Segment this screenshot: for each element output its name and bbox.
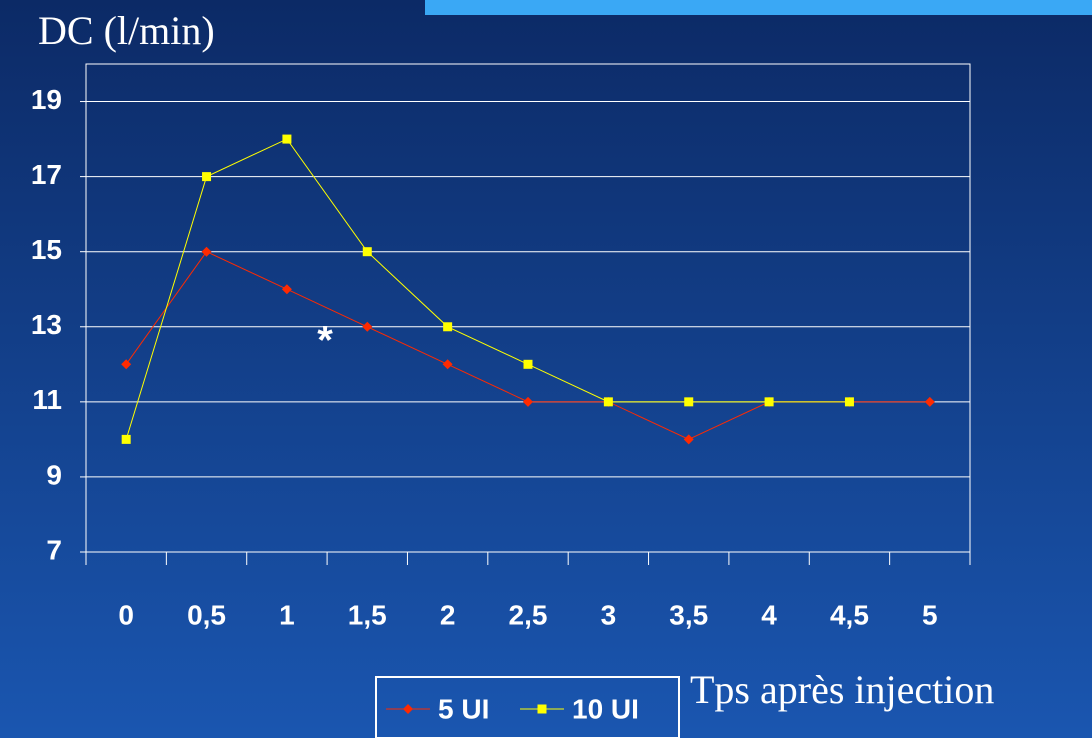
- data-point: [121, 434, 131, 444]
- y-tick-label: 15: [31, 234, 62, 265]
- x-tick-label: 5: [922, 599, 938, 630]
- series-line: [125, 138, 850, 440]
- x-tick-label: 4: [761, 599, 777, 630]
- data-point: [202, 172, 212, 182]
- x-tick-label: 2: [440, 599, 456, 630]
- x-tick-label: 3: [601, 599, 617, 630]
- data-point: [523, 396, 533, 407]
- legend-marker: [403, 704, 413, 714]
- y-tick-label: 17: [31, 159, 62, 190]
- annotation: *: [317, 319, 333, 363]
- header-bar: [425, 0, 1092, 15]
- data-point: [442, 359, 453, 370]
- x-tick-label: 3,5: [669, 599, 708, 630]
- x-tick-label: 4,5: [830, 599, 869, 630]
- y-tick-label: 19: [31, 84, 62, 115]
- y-tick-label: 7: [46, 534, 62, 565]
- legend-box: [375, 676, 680, 738]
- x-tick-label: 2,5: [509, 599, 548, 630]
- y-tick-label: 9: [46, 459, 62, 490]
- data-point: [201, 246, 212, 257]
- x-tick-label: 1: [279, 599, 295, 630]
- data-point: [443, 322, 453, 332]
- data-point: [282, 134, 292, 144]
- y-tick-label: 13: [31, 309, 62, 340]
- data-point: [121, 359, 132, 370]
- y-tick-label: 11: [32, 384, 62, 415]
- x-tick-label: 0: [118, 599, 134, 630]
- y-axis-label: DC (l/min): [38, 8, 215, 53]
- data-point: [764, 397, 774, 407]
- legend-label: 5 UI: [438, 693, 489, 724]
- data-point: [362, 321, 373, 332]
- data-point: [684, 397, 694, 407]
- x-tick-label: 0,5: [187, 599, 226, 630]
- data-point: [603, 397, 613, 407]
- legend-label: 10 UI: [572, 693, 639, 724]
- x-tick-label: 1,5: [348, 599, 387, 630]
- data-point: [362, 247, 372, 257]
- data-point: [281, 284, 292, 295]
- data-point: [844, 397, 854, 407]
- legend-marker: [537, 704, 547, 714]
- data-point: [683, 434, 694, 445]
- data-point: [924, 396, 935, 407]
- data-point: [523, 359, 533, 369]
- x-axis-label: Tps après injection: [690, 667, 994, 712]
